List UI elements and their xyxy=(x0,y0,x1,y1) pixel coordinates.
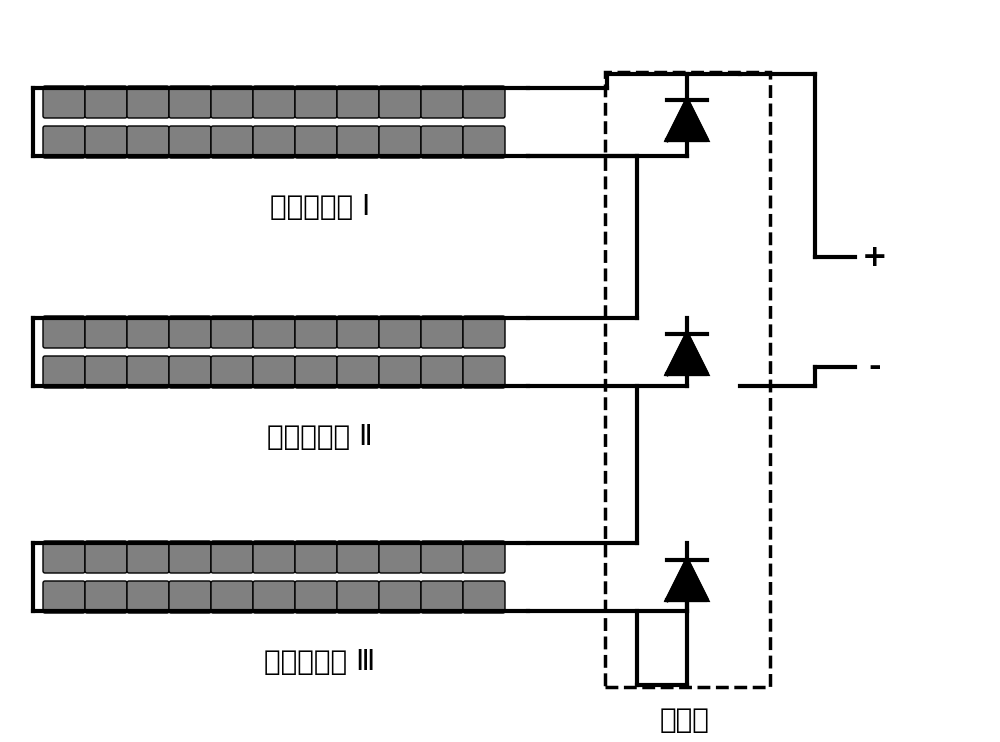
FancyBboxPatch shape xyxy=(421,541,463,573)
FancyBboxPatch shape xyxy=(379,581,421,613)
Text: -: - xyxy=(869,352,881,381)
FancyBboxPatch shape xyxy=(253,541,295,573)
Polygon shape xyxy=(667,560,707,600)
FancyBboxPatch shape xyxy=(169,541,211,573)
FancyBboxPatch shape xyxy=(421,316,463,348)
FancyBboxPatch shape xyxy=(85,316,127,348)
FancyBboxPatch shape xyxy=(85,581,127,613)
Bar xyxy=(605,72,770,687)
FancyBboxPatch shape xyxy=(85,126,127,158)
FancyBboxPatch shape xyxy=(253,86,295,118)
FancyBboxPatch shape xyxy=(169,86,211,118)
FancyBboxPatch shape xyxy=(85,356,127,388)
FancyBboxPatch shape xyxy=(43,356,85,388)
FancyBboxPatch shape xyxy=(421,356,463,388)
FancyBboxPatch shape xyxy=(127,126,169,158)
FancyBboxPatch shape xyxy=(295,126,337,158)
FancyBboxPatch shape xyxy=(337,316,379,348)
Polygon shape xyxy=(667,334,707,374)
FancyBboxPatch shape xyxy=(43,541,85,573)
FancyBboxPatch shape xyxy=(211,126,253,158)
FancyBboxPatch shape xyxy=(127,541,169,573)
FancyBboxPatch shape xyxy=(127,356,169,388)
FancyBboxPatch shape xyxy=(379,86,421,118)
FancyBboxPatch shape xyxy=(127,316,169,348)
FancyBboxPatch shape xyxy=(253,316,295,348)
FancyBboxPatch shape xyxy=(43,126,85,158)
FancyBboxPatch shape xyxy=(43,86,85,118)
FancyBboxPatch shape xyxy=(463,541,505,573)
FancyBboxPatch shape xyxy=(463,581,505,613)
FancyBboxPatch shape xyxy=(421,86,463,118)
FancyBboxPatch shape xyxy=(211,86,253,118)
FancyBboxPatch shape xyxy=(253,581,295,613)
FancyBboxPatch shape xyxy=(337,86,379,118)
FancyBboxPatch shape xyxy=(463,316,505,348)
FancyBboxPatch shape xyxy=(253,356,295,388)
FancyBboxPatch shape xyxy=(169,581,211,613)
FancyBboxPatch shape xyxy=(463,356,505,388)
FancyBboxPatch shape xyxy=(337,126,379,158)
FancyBboxPatch shape xyxy=(169,316,211,348)
FancyBboxPatch shape xyxy=(211,316,253,348)
FancyBboxPatch shape xyxy=(169,126,211,158)
FancyBboxPatch shape xyxy=(295,581,337,613)
FancyBboxPatch shape xyxy=(211,356,253,388)
FancyBboxPatch shape xyxy=(127,581,169,613)
FancyBboxPatch shape xyxy=(295,316,337,348)
FancyBboxPatch shape xyxy=(379,126,421,158)
Text: 接线盒: 接线盒 xyxy=(660,706,710,734)
FancyBboxPatch shape xyxy=(337,541,379,573)
FancyBboxPatch shape xyxy=(379,316,421,348)
FancyBboxPatch shape xyxy=(253,126,295,158)
Text: 光伏电池组 Ⅱ: 光伏电池组 Ⅱ xyxy=(267,423,373,451)
FancyBboxPatch shape xyxy=(463,86,505,118)
FancyBboxPatch shape xyxy=(211,581,253,613)
FancyBboxPatch shape xyxy=(463,126,505,158)
Polygon shape xyxy=(667,100,707,140)
FancyBboxPatch shape xyxy=(85,541,127,573)
FancyBboxPatch shape xyxy=(169,356,211,388)
FancyBboxPatch shape xyxy=(211,541,253,573)
FancyBboxPatch shape xyxy=(295,356,337,388)
FancyBboxPatch shape xyxy=(379,356,421,388)
FancyBboxPatch shape xyxy=(337,356,379,388)
FancyBboxPatch shape xyxy=(421,126,463,158)
FancyBboxPatch shape xyxy=(295,541,337,573)
FancyBboxPatch shape xyxy=(379,541,421,573)
FancyBboxPatch shape xyxy=(43,316,85,348)
FancyBboxPatch shape xyxy=(295,86,337,118)
FancyBboxPatch shape xyxy=(421,581,463,613)
FancyBboxPatch shape xyxy=(337,581,379,613)
Text: 光伏电池组 Ⅰ: 光伏电池组 Ⅰ xyxy=(270,193,370,221)
Text: +: + xyxy=(862,243,888,272)
FancyBboxPatch shape xyxy=(43,581,85,613)
FancyBboxPatch shape xyxy=(85,86,127,118)
FancyBboxPatch shape xyxy=(127,86,169,118)
Text: 光伏电池组 Ⅲ: 光伏电池组 Ⅲ xyxy=(264,648,376,676)
